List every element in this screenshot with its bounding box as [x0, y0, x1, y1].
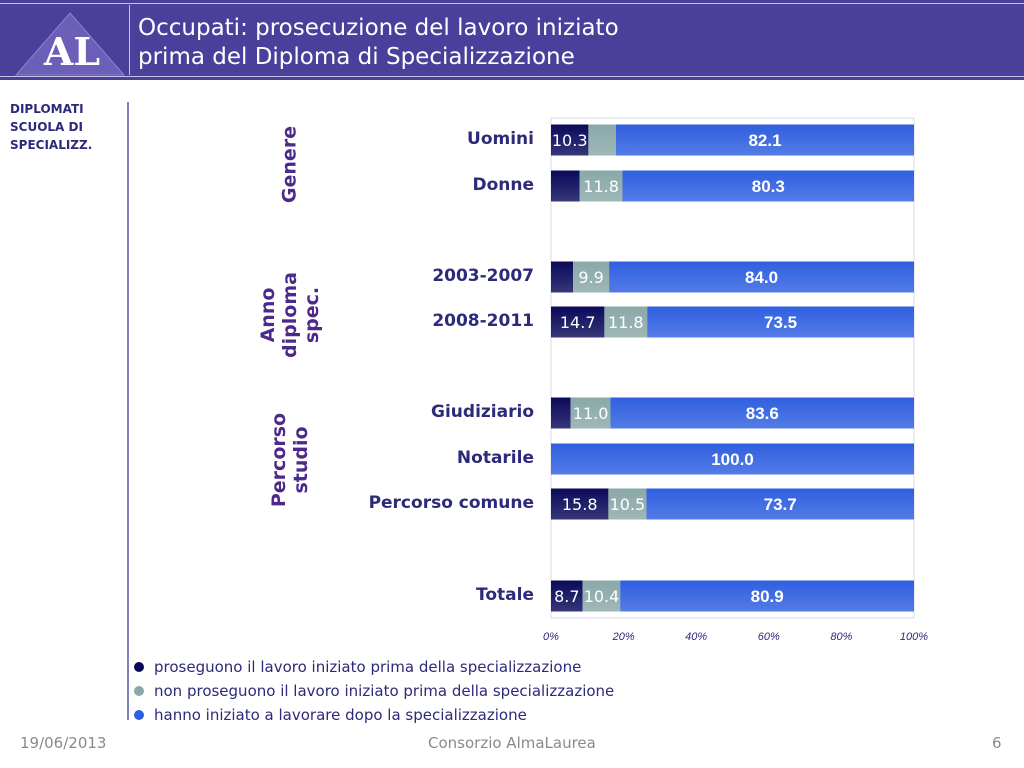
- bar-segment: [551, 488, 609, 520]
- x-tick-label: 40%: [685, 631, 707, 643]
- data-label: 82.1: [748, 131, 781, 150]
- data-label: 80.9: [751, 587, 784, 606]
- bar-segment: [573, 261, 609, 293]
- x-tick-label: 60%: [758, 631, 780, 643]
- x-tick-label: 20%: [612, 631, 635, 643]
- sidebar-line2: SCUOLA DI: [10, 120, 83, 134]
- bar-segment: [551, 124, 589, 156]
- category-label: Notarile: [456, 448, 534, 468]
- footer-org: Consorzio AlmaLaurea: [428, 734, 596, 752]
- data-label: 83.6: [746, 404, 779, 423]
- sidebar-line3: SPECIALIZZ.: [10, 138, 93, 152]
- x-tick-label: 100%: [900, 631, 928, 643]
- data-label: 14.7: [560, 313, 596, 332]
- data-label: 8.7: [554, 587, 579, 606]
- data-label: 10.3: [552, 131, 588, 150]
- data-label: 11.8: [583, 177, 619, 196]
- bar-segment: [588, 124, 616, 156]
- legend-label: proseguono il lavoro iniziato prima dell…: [154, 658, 582, 676]
- legend-label: hanno iniziato a lavorare dopo la specia…: [154, 706, 527, 724]
- sidebar-divider: [127, 102, 129, 720]
- sidebar-line1: DIPLOMATI: [10, 102, 84, 116]
- plot-frame: [550, 117, 915, 619]
- bar-segment: [616, 124, 914, 156]
- bar-segment: [551, 443, 914, 475]
- bar-segment: [604, 306, 648, 338]
- category-label: Totale: [476, 585, 534, 605]
- bar-segment: [551, 170, 580, 202]
- bar-segment: [582, 580, 621, 612]
- logo: AL: [4, 5, 126, 76]
- data-label: 84.0: [745, 268, 778, 287]
- bar-segment: [620, 580, 914, 612]
- category-label: Donne: [472, 175, 534, 195]
- category-label: Giudiziario: [431, 402, 534, 422]
- category-label: 2008-2011: [432, 311, 534, 331]
- bar-segment: [622, 170, 914, 202]
- bar-segment: [647, 306, 914, 338]
- header-divider: [129, 5, 130, 75]
- legend-item: proseguono il lavoro iniziato prima dell…: [132, 656, 614, 680]
- legend: proseguono il lavoro iniziato prima dell…: [132, 656, 614, 728]
- stacked-bar-chart: 10.3 82.1 11.8 80.3 9.9 84.0 14.7 11.8 73.5 11.0 8…: [543, 117, 928, 643]
- data-label: 73.7: [764, 495, 797, 514]
- category-label: Uomini: [467, 129, 534, 149]
- data-label: 10.5: [610, 495, 646, 514]
- footer-date: 19/06/2013: [20, 734, 107, 752]
- legend-label: non proseguono il lavoro iniziato prima …: [154, 682, 615, 700]
- footer-page: 6: [992, 734, 1002, 752]
- page-title-line2: prima del Diploma di Specializzazione: [138, 44, 575, 70]
- data-label: 10.4: [584, 587, 620, 606]
- data-label: 100.0: [711, 450, 754, 469]
- page-title-line1: Occupati: prosecuzione del lavoro inizia…: [138, 15, 619, 41]
- legend-item: non proseguono il lavoro iniziato prima …: [132, 680, 614, 704]
- header-bottom-rule: [0, 76, 1024, 77]
- bar-segment: [608, 488, 647, 520]
- bar-segment: [646, 488, 914, 520]
- data-label: 73.5: [764, 313, 797, 332]
- logo-diamond-icon: [14, 12, 126, 76]
- x-tick-label: 80%: [830, 631, 852, 643]
- sidebar-label: DIPLOMATI SCUOLA DI SPECIALIZZ.: [10, 100, 92, 154]
- bar-segment: [551, 397, 571, 429]
- bar-segment: [551, 580, 583, 612]
- x-tick-label: 0%: [543, 631, 559, 643]
- header-top-rule: [0, 3, 1024, 4]
- legend-dot-icon: [134, 710, 144, 720]
- legend-dot-icon: [134, 686, 144, 696]
- legend-dot-icon: [134, 662, 144, 672]
- bar-segment: [551, 306, 605, 338]
- page-title: Occupati: prosecuzione del lavoro inizia…: [138, 14, 619, 72]
- bar-segment: [579, 170, 623, 202]
- legend-item: hanno iniziato a lavorare dopo la specia…: [132, 704, 614, 728]
- data-label: 9.9: [578, 268, 603, 287]
- data-label: 15.8: [562, 495, 598, 514]
- bar-segment: [551, 261, 574, 293]
- header-bar: AL Occupati: prosecuzione del lavoro ini…: [0, 0, 1024, 80]
- bar-segment: [570, 397, 611, 429]
- data-label: 80.3: [752, 177, 785, 196]
- category-label: 2003-2007: [432, 266, 534, 286]
- bar-segment: [609, 261, 914, 293]
- category-label: Percorso comune: [368, 493, 534, 513]
- bar-segment: [610, 397, 914, 429]
- data-label: 11.0: [573, 404, 609, 423]
- logo-text: AL: [43, 29, 101, 74]
- data-label: 11.8: [608, 313, 644, 332]
